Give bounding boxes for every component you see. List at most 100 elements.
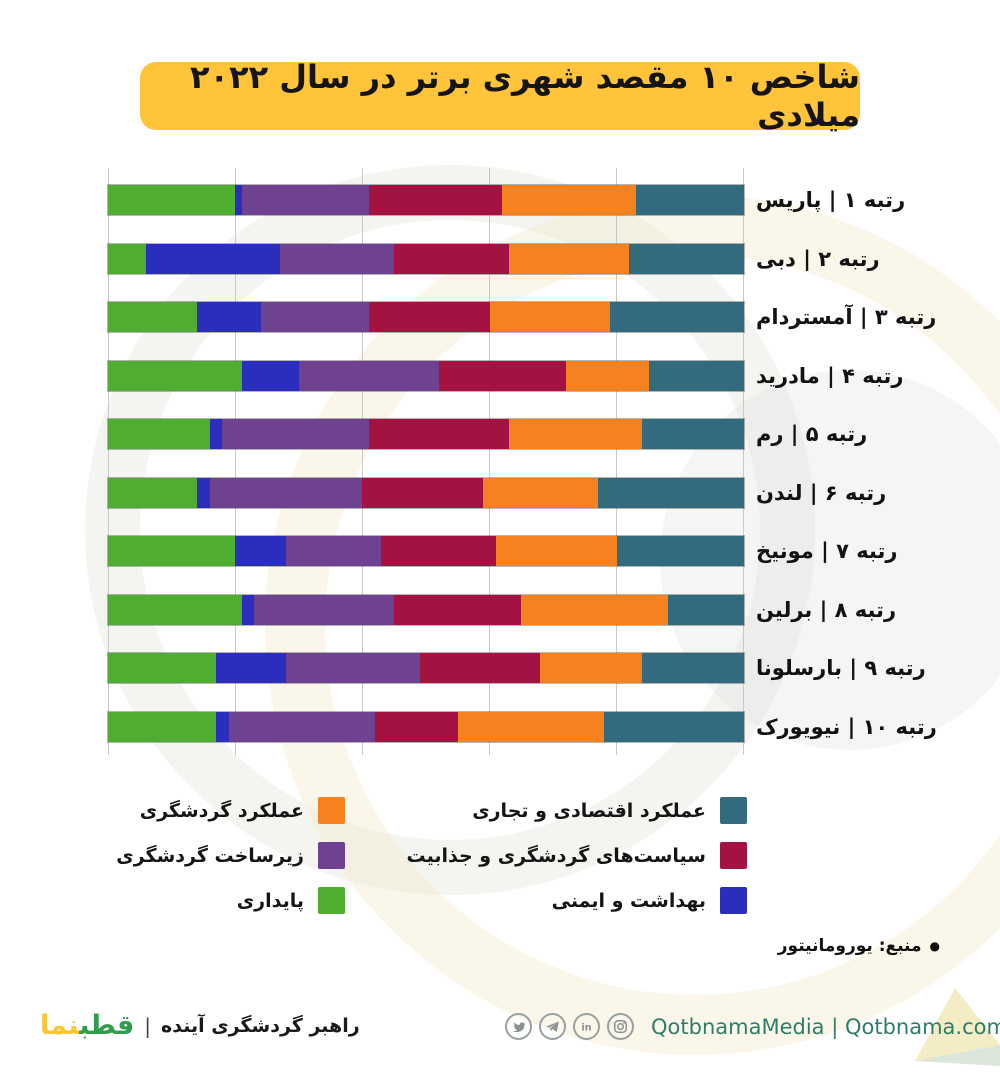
row-label: رتبه ۱۰ | نیویورک xyxy=(756,714,937,739)
bar-segment xyxy=(286,536,382,566)
legend-swatch xyxy=(318,842,345,869)
bar-segment xyxy=(108,711,217,742)
instagram-icon[interactable] xyxy=(607,1013,634,1040)
bar-segment xyxy=(521,594,668,625)
bar-segment xyxy=(209,477,363,508)
bar-segment xyxy=(146,243,280,274)
legend-swatch xyxy=(720,842,747,869)
bar-segment xyxy=(260,302,369,332)
bar-segment xyxy=(667,594,744,625)
bar-segment xyxy=(235,185,242,215)
gridline xyxy=(489,168,490,755)
bar-segment xyxy=(597,477,744,508)
bar-row xyxy=(107,476,745,509)
brand-tagline: راهبر گردشگری آینده xyxy=(161,1014,360,1037)
bar-segment xyxy=(419,653,541,683)
bar-segment xyxy=(610,302,744,332)
bar-row xyxy=(107,710,745,743)
brand-block: راهبر گردشگری آینده | قطبنما xyxy=(40,1010,360,1041)
social-handle[interactable]: QotbnamaMedia xyxy=(651,1014,825,1039)
bar-segment xyxy=(394,594,522,625)
source-text: منبع: یورومانیتور xyxy=(777,936,922,956)
legend-item: بهداشت و ایمنی xyxy=(406,887,747,914)
gridline xyxy=(743,168,744,755)
gridline xyxy=(362,168,363,755)
bar-row xyxy=(107,535,745,567)
bar-segment xyxy=(108,302,198,332)
bar-segment xyxy=(540,653,643,683)
bar-row xyxy=(107,359,745,392)
bar-row xyxy=(107,418,745,450)
legend-label: پایداری xyxy=(236,889,304,912)
bar-segment xyxy=(254,594,395,625)
bar-segment xyxy=(616,536,744,566)
row-label: رتبه ۳ | آمستردام xyxy=(756,305,937,329)
source-bullet-icon: ● xyxy=(929,939,940,953)
bar-row xyxy=(107,184,745,216)
bar-segment xyxy=(508,243,630,274)
bar-segment xyxy=(286,653,420,683)
social-handles: QotbnamaMedia | Qotbnama.com xyxy=(651,1015,1000,1039)
legend-label: بهداشت و ایمنی xyxy=(551,889,706,912)
legend-swatch xyxy=(720,887,747,914)
social-separator: | xyxy=(831,1014,839,1039)
bar-segment xyxy=(298,360,439,391)
bar-segment xyxy=(108,536,236,566)
bar-segment xyxy=(394,243,509,274)
bar-segment xyxy=(209,419,223,449)
bar-row xyxy=(107,652,745,684)
svg-text:in: in xyxy=(581,1022,591,1033)
row-label: رتبه ۹ | بارسلونا xyxy=(756,656,926,680)
bar-segment xyxy=(375,711,458,742)
row-label: رتبه ۲ | دبی xyxy=(756,246,880,271)
bar-segment xyxy=(457,711,605,742)
bar-segment xyxy=(216,653,287,683)
bar-segment xyxy=(565,360,649,391)
twitter-icon[interactable] xyxy=(505,1013,532,1040)
bar-segment xyxy=(604,711,744,742)
legend-label: زیرساخت گردشگری xyxy=(116,844,304,867)
gridline xyxy=(235,168,236,755)
bar-segment xyxy=(368,419,509,449)
bar-segment xyxy=(108,185,236,215)
stacked-bar-chart xyxy=(107,168,745,755)
bar-segment xyxy=(438,360,566,391)
bar-segment xyxy=(362,477,484,508)
gridline xyxy=(616,168,617,755)
bar-segment xyxy=(635,185,744,215)
row-label: رتبه ۱ | پاریس xyxy=(756,188,906,212)
logo-part-nama: نما xyxy=(40,1010,80,1041)
telegram-icon[interactable] xyxy=(539,1013,566,1040)
bar-segment xyxy=(197,477,210,508)
bar-segment xyxy=(642,653,744,683)
page-title: شاخص ۱۰ مقصد شهری برتر در سال ۲۰۲۲ میلاد… xyxy=(190,58,860,134)
legend-swatch xyxy=(318,797,345,824)
bar-segment xyxy=(483,477,598,508)
bar-segment xyxy=(241,185,369,215)
legend-column-right: عملکرد اقتصادی و تجاری سیاست‌های گردشگری … xyxy=(406,797,747,932)
bar-segment xyxy=(108,360,242,391)
social-block: in QotbnamaMedia | Qotbnama.com xyxy=(505,1013,1000,1040)
website-link[interactable]: Qotbnama.com xyxy=(844,1014,1000,1039)
bar-segment xyxy=(648,360,744,391)
row-label: رتبه ۷ | مونیخ xyxy=(756,539,898,563)
legend-swatch xyxy=(318,887,345,914)
bar-segment xyxy=(642,419,744,449)
bar-segment xyxy=(489,302,611,332)
legend-label: عملکرد گردشگری xyxy=(139,799,304,822)
bar-segment xyxy=(368,302,490,332)
bar-segment xyxy=(108,594,242,625)
bar-segment xyxy=(197,302,261,332)
legend-label: سیاست‌های گردشگری و جذابیت xyxy=(406,844,706,867)
bar-segment xyxy=(108,419,210,449)
legend-item: عملکرد اقتصادی و تجاری xyxy=(406,797,747,824)
qotbnama-logo: قطبنما xyxy=(40,1010,134,1041)
legend-item: عملکرد گردشگری xyxy=(116,797,345,824)
legend-item: سیاست‌های گردشگری و جذابیت xyxy=(406,842,747,869)
row-label: رتبه ۶ | لندن xyxy=(756,480,887,505)
gridline xyxy=(108,168,109,755)
brand-separator: | xyxy=(144,1013,152,1038)
row-label: رتبه ۴ | مادرید xyxy=(756,363,904,388)
linkedin-icon[interactable]: in xyxy=(573,1013,600,1040)
